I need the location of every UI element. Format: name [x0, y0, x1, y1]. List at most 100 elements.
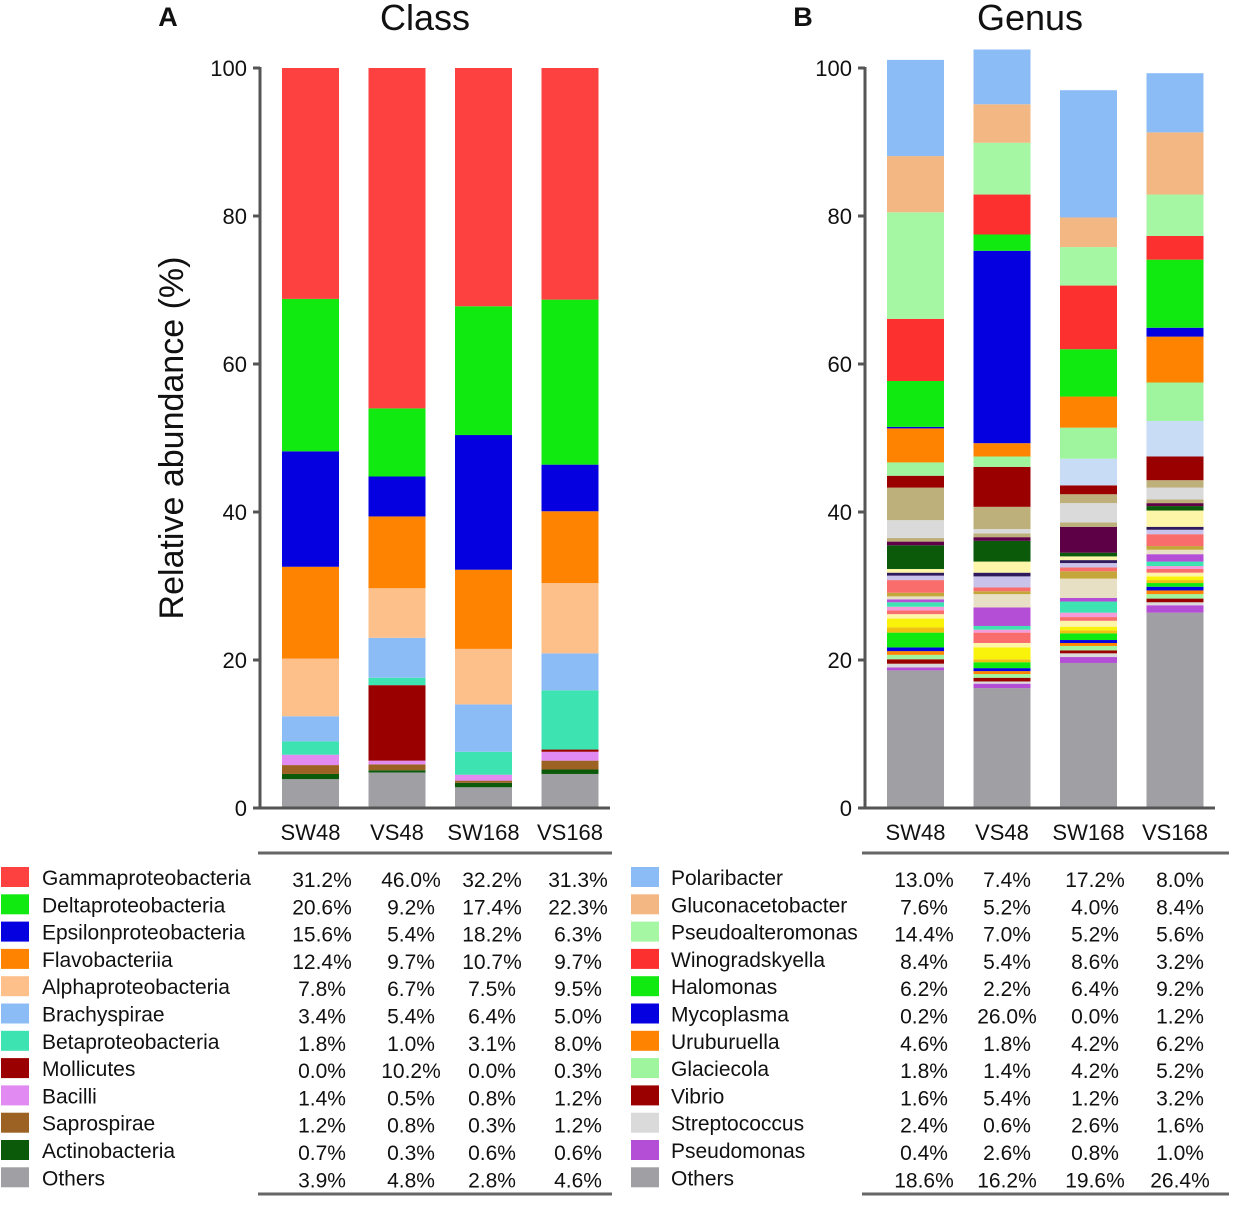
bar-segment-pseudoalteromonas-vs168: [1146, 194, 1204, 236]
table-value-gammaproteobacteria-sw168: 32.2%: [462, 869, 522, 892]
bar-segment-pseudomonas-sw48: [887, 667, 944, 671]
bar-segment-others-sw168: [455, 787, 512, 808]
table-value-winogradskyella-sw168: 8.6%: [1071, 951, 1119, 974]
table-value-polaribacter-sw48: 13.0%: [894, 869, 954, 892]
bar-segment-minor-1-vs168: [1146, 580, 1204, 584]
bar-segment-uruburuella-sw168: [1060, 642, 1117, 646]
bar-segment-minor-20-sw168: [1060, 458, 1117, 486]
table-value-brachyspirae-sw48: 3.4%: [298, 1006, 346, 1029]
bar-segment-saprospirae-vs168: [541, 760, 599, 770]
table-value-alphaproteobacteria-vs168: 9.5%: [554, 978, 602, 1001]
bar-segment-winogradskyella-vs168: [1146, 235, 1204, 260]
axes-class: 0 20 40 60 80 100 SW48 VS48 SW168 VS168: [210, 56, 610, 845]
bar-segment-alphaproteobacteria-vs48: [368, 588, 426, 638]
bar-segment-minor-14-vs48: [973, 540, 1031, 562]
bar-segment-betaproteobacteria-sw48: [282, 741, 339, 755]
bar-segment-minor-4-sw168: [1060, 617, 1117, 621]
bar-segment-minor-14-sw168: [1060, 552, 1117, 557]
legend-label-flavobacteriia: Flavobacteriia: [42, 949, 173, 972]
bar-segment-minor-9-vs48: [973, 591, 1031, 595]
bar-segment-saprospirae-sw48: [282, 765, 339, 774]
bar-segment-bacilli-vs48: [368, 760, 426, 765]
y-tick-label: 20: [223, 648, 247, 673]
bar-segment-gluconacetobacter-vs168: [1146, 132, 1204, 195]
legend-label-polaribacter: Polaribacter: [671, 867, 783, 890]
bar-segment-minor-23-vs48: [973, 250, 1031, 444]
legend-label-streptococcus: Streptococcus: [671, 1113, 804, 1136]
legend-swatch-winogradskyella: [631, 948, 659, 969]
bar-segment-mollicutes-vs168: [541, 749, 599, 752]
bar-segment-minor-13-vs48: [973, 561, 1031, 573]
bar-segment-minor-18-vs168: [1146, 480, 1204, 488]
table-value-others-sw168: 19.6%: [1065, 1169, 1125, 1192]
legend-label-others: Others: [42, 1167, 105, 1190]
table-value-others-sw48: 18.6%: [894, 1169, 954, 1192]
bar-segment-actinobacteria-vs48: [368, 770, 426, 773]
bar-segment-mycoplasma-sw168: [1060, 640, 1117, 643]
table-value-pseudoalteromonas-sw48: 14.4%: [894, 924, 954, 947]
table-value-gammaproteobacteria-sw48: 31.2%: [292, 869, 352, 892]
table-value-polaribacter-vs48: 7.4%: [983, 869, 1031, 892]
table-value-epsilonproteobacteria-sw168: 18.2%: [462, 924, 522, 947]
y-tick-label: 20: [828, 648, 852, 673]
bar-segment-minor-16-sw168: [1060, 522, 1117, 527]
bar-segment-flavobacteriia-vs48: [368, 516, 426, 589]
bar-segment-streptococcus-vs48: [973, 681, 1031, 684]
legend-swatch-actinobacteria: [1, 1140, 29, 1160]
table-value-uruburuella-sw48: 4.6%: [900, 1033, 948, 1056]
legend-swatch-mycoplasma: [631, 1003, 659, 1024]
bar-segment-minor-17-sw168: [1060, 503, 1117, 523]
bar-segment-minor-20-vs168: [1146, 420, 1204, 457]
bar-segment-glaciecola-sw48: [887, 654, 944, 660]
bar-segment-bacilli-sw168: [455, 774, 512, 781]
legend-label-deltaproteobacteria: Deltaproteobacteria: [42, 894, 226, 917]
table-value-streptococcus-sw48: 2.4%: [900, 1115, 948, 1138]
legend-label-pseudomonas: Pseudomonas: [671, 1140, 805, 1163]
panel-genus: B Genus 0 20 40 60 80 100 SW48 VS48 SW168 VS168 P…: [631, 0, 1229, 1196]
bar-segment-others-vs168: [1146, 612, 1204, 808]
x-tick-label-sw168: SW168: [447, 820, 519, 845]
table-value-actinobacteria-sw168: 0.6%: [468, 1142, 516, 1165]
bar-segment-gluconacetobacter-vs48: [973, 104, 1031, 143]
bar-segment-minor-17-vs48: [973, 529, 1031, 534]
bar-segment-betaproteobacteria-vs168: [541, 690, 599, 750]
table-value-others-sw48: 3.9%: [298, 1169, 346, 1192]
legend-swatch-alphaproteobacteria: [1, 976, 29, 997]
bar-segment-minor-10-vs168: [1146, 534, 1204, 547]
table-value-betaproteobacteria-sw48: 1.8%: [298, 1033, 346, 1056]
table-value-others-vs168: 26.4%: [1150, 1169, 1210, 1192]
table-value-actinobacteria-vs168: 0.6%: [554, 1142, 602, 1165]
legend-swatch-others: [1, 1167, 29, 1188]
bar-segment-others-sw168: [1060, 662, 1117, 808]
table-value-pseudoalteromonas-sw168: 5.2%: [1071, 924, 1119, 947]
bar-segment-others-sw48: [282, 779, 339, 808]
table-value-streptococcus-vs48: 0.6%: [983, 1115, 1031, 1138]
table-value-deltaproteobacteria-sw168: 17.4%: [462, 896, 522, 919]
bar-segment-gammaproteobacteria-sw168: [455, 68, 512, 307]
legend-swatch-betaproteobacteria: [1, 1030, 29, 1051]
bar-segment-actinobacteria-vs168: [541, 769, 599, 774]
x-tick-label-vs48: VS48: [975, 820, 1029, 845]
legend-swatch-polaribacter: [631, 867, 659, 887]
legend-label-bacilli: Bacilli: [42, 1085, 97, 1108]
bar-segment-minor-6-sw168: [1060, 601, 1117, 613]
bar-segment-others-vs168: [541, 773, 599, 808]
bar-segment-minor-9-sw168: [1060, 571, 1117, 579]
bar-segment-minor-21-vs168: [1146, 382, 1204, 421]
bar-segment-uruburuella-vs48: [973, 671, 1031, 675]
y-tick-label: 80: [223, 204, 247, 229]
bar-segment-minor-11-vs168: [1146, 529, 1204, 535]
bar-segment-minor-5-sw48: [887, 606, 944, 611]
bar-segment-minor-24-vs48: [973, 234, 1031, 251]
table-value-streptococcus-sw168: 2.6%: [1071, 1115, 1119, 1138]
bar-segment-minor-5-vs168: [1146, 566, 1204, 569]
bar-segment-mycoplasma-sw48: [887, 647, 944, 652]
table-value-halomonas-vs168: 9.2%: [1156, 978, 1204, 1001]
bar-segment-minor-2-sw48: [887, 618, 944, 628]
table-value-epsilonproteobacteria-vs168: 6.3%: [554, 924, 602, 947]
bar-segment-gammaproteobacteria-sw48: [282, 68, 339, 299]
table-value-bacilli-sw48: 1.4%: [298, 1087, 346, 1110]
bar-segment-minor-7-vs168: [1146, 554, 1204, 562]
bar-segment-pseudomonas-vs48: [973, 683, 1031, 689]
x-tick-label-sw168: SW168: [1052, 820, 1124, 845]
